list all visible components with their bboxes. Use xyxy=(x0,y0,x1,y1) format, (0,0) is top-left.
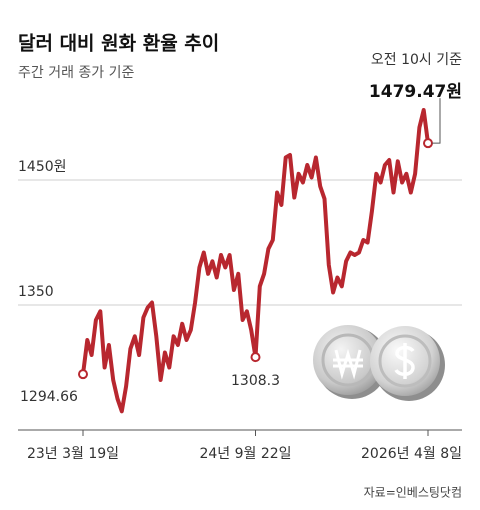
source: 자료=인베스팅닷컴 xyxy=(364,486,462,500)
x-tick-label: 23년 3월 19일 xyxy=(27,446,119,462)
data-label: 1308.3 xyxy=(231,373,280,389)
point-marker xyxy=(423,138,433,149)
data-label: 1479.47원 xyxy=(369,82,462,102)
x-tick-label: 24년 9월 22일 xyxy=(199,446,291,462)
point-marker xyxy=(250,352,261,363)
chart-title: 달러 대비 원화 환율 추이 xyxy=(18,33,219,55)
y-tick-label: 1450원 xyxy=(18,159,67,175)
annotation: 오전 10시 기준 xyxy=(371,52,462,68)
data-label: 1294.66 xyxy=(20,389,78,405)
leader-line xyxy=(432,98,441,144)
point-marker xyxy=(78,369,88,380)
x-tick-label: 2026년 4월 8일 xyxy=(361,446,462,462)
y-tick-label: 1350 xyxy=(18,284,54,300)
chart-subtitle: 주간 거래 종가 기준 xyxy=(18,65,135,81)
coins-icon xyxy=(313,325,445,401)
